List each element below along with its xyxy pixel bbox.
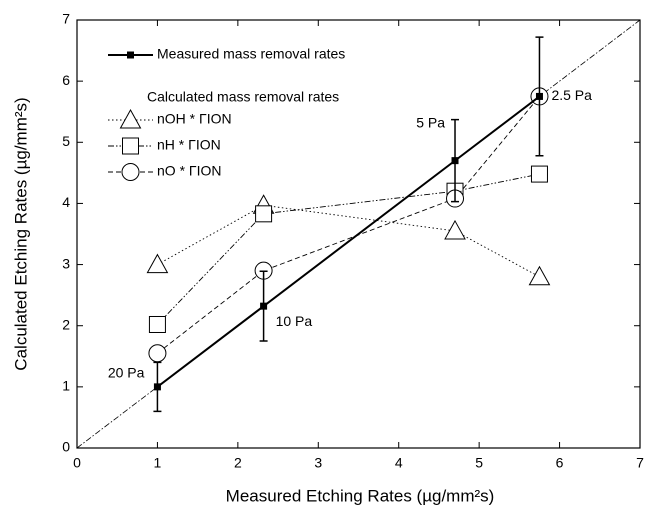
pressure-annotation: 5 Pa: [416, 114, 445, 130]
legend-subtitle: Calculated mass removal rates: [147, 89, 339, 105]
series-line: [157, 204, 540, 278]
y-tick-label: 5: [62, 133, 70, 149]
legend-label: nOH * ΓION: [157, 111, 232, 127]
x-tick-label: 1: [154, 455, 162, 471]
pressure-annotation: 10 Pa: [276, 313, 313, 329]
marker: [153, 383, 161, 391]
y-tick-label: 3: [62, 255, 70, 271]
marker: [148, 315, 166, 333]
marker: [451, 157, 459, 165]
marker: [528, 265, 551, 286]
legend-label: nO * ΓION: [157, 163, 222, 179]
series-line: [157, 173, 540, 325]
x-tick-label: 0: [73, 455, 81, 471]
series-line: [156, 95, 541, 388]
x-axis-title: Measured Etching Rates (µg/mm²s): [226, 486, 495, 505]
legend-marker: [122, 137, 139, 155]
x-tick-label: 6: [556, 455, 564, 471]
series-line: [157, 96, 540, 354]
y-tick-label: 1: [62, 378, 70, 394]
marker: [260, 302, 268, 310]
pressure-annotation: 20 Pa: [108, 365, 145, 381]
marker: [148, 344, 167, 363]
legend-marker: [121, 163, 140, 181]
x-tick-label: 7: [636, 455, 644, 471]
y-tick-label: 2: [62, 316, 70, 332]
x-tick-label: 3: [314, 455, 322, 471]
pressure-annotation: 2.5 Pa: [551, 87, 592, 103]
legend-label: Measured mass removal rates: [157, 46, 345, 62]
marker: [255, 205, 273, 223]
plot-frame: [76, 19, 641, 449]
y-tick-label: 0: [62, 439, 70, 455]
x-tick-label: 4: [395, 455, 403, 471]
y-axis-title: Calculated Etching Rates (µg/mm²s): [11, 97, 30, 370]
y-tick-label: 6: [62, 72, 70, 88]
x-tick-label: 2: [234, 455, 242, 471]
marker: [530, 165, 548, 183]
marker: [444, 219, 466, 240]
x-tick-label: 5: [475, 455, 483, 471]
marker: [535, 92, 543, 100]
legend-label: nH * ΓION: [157, 137, 221, 153]
legend-marker: [119, 108, 142, 129]
y-tick-label: 7: [62, 11, 70, 27]
legend-marker: [127, 51, 134, 59]
marker: [146, 253, 169, 274]
y-tick-label: 4: [62, 194, 70, 210]
